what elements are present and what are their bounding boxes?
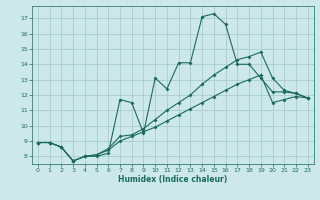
- X-axis label: Humidex (Indice chaleur): Humidex (Indice chaleur): [118, 175, 228, 184]
